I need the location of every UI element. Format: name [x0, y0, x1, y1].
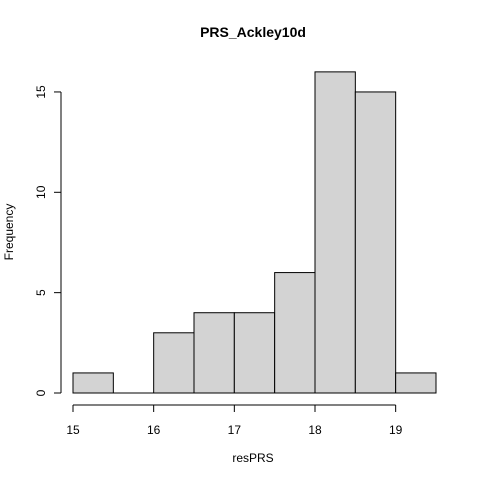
histogram-bar	[395, 372, 437, 394]
histogram-bar	[72, 372, 114, 394]
y-tick-label: 5	[34, 289, 48, 296]
x-tick-label: 15	[66, 423, 80, 437]
x-axis: 15 16 17 18 19	[66, 404, 403, 437]
histogram-bar	[274, 272, 316, 394]
histogram-bar	[314, 71, 356, 394]
histogram-bar	[354, 91, 397, 394]
histogram-bar	[233, 312, 276, 394]
histogram-bar	[153, 332, 195, 394]
chart-title: PRS_Ackley10d	[200, 24, 306, 40]
y-tick-label: 0	[34, 389, 48, 396]
y-axis-label: Frequency	[2, 204, 16, 261]
histogram-bar	[193, 312, 235, 394]
y-axis: 0 5 10 15	[34, 85, 62, 396]
y-tick-label: 10	[34, 185, 48, 199]
x-tick-label: 18	[308, 423, 322, 437]
x-tick-label: 19	[389, 423, 403, 437]
y-tick-label: 15	[34, 85, 48, 99]
x-tick-label: 16	[147, 423, 161, 437]
x-axis-label: resPRS	[232, 451, 273, 465]
bars-group	[72, 71, 437, 394]
x-tick-label: 17	[228, 423, 242, 437]
